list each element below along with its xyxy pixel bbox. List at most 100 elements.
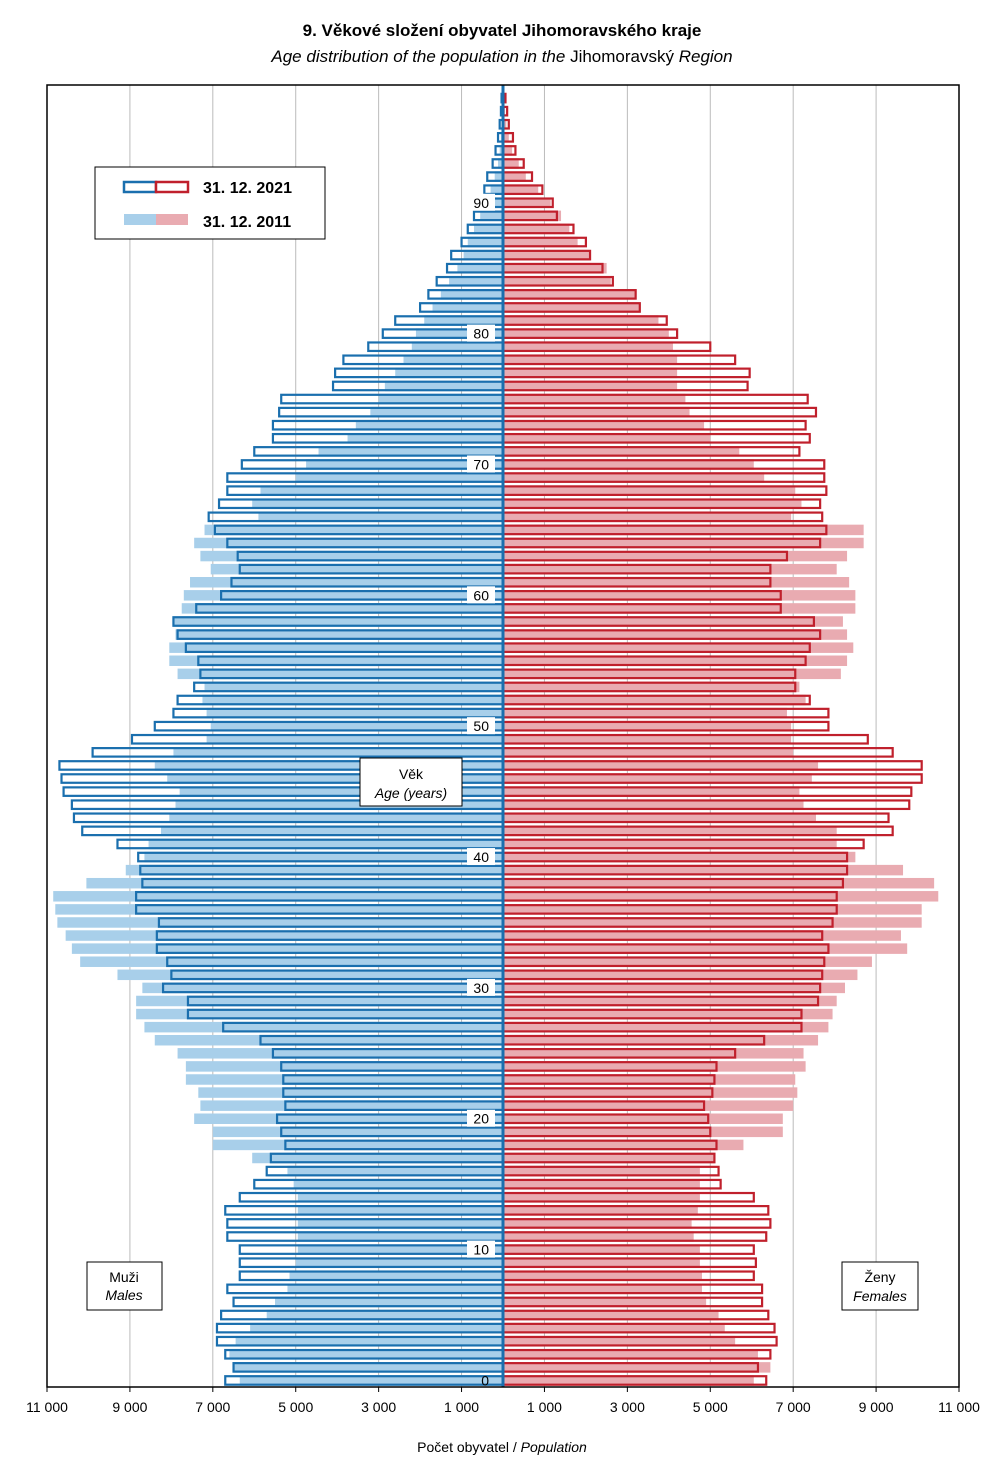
bar-female-2011 [503,1152,715,1164]
chart-subtitle: Age distribution of the population in th… [0,47,1004,67]
bar-female-2011 [503,171,526,182]
bar-male-2011 [494,171,503,182]
bar-female-2011 [503,1034,819,1046]
age-tick-bg [467,586,495,604]
bar-female-2011 [503,459,754,470]
bar-female-2011 [503,668,841,680]
bar-female-2011 [503,904,922,915]
age-label-frame [359,757,463,807]
legend-swatch-male-2011 [124,214,156,225]
bar-female-2011 [503,1074,796,1085]
x-tick-label: 3 000 [610,1399,645,1415]
bar-female-2011 [503,537,864,549]
bar-male-2011 [250,1322,503,1334]
bar-male-2011 [185,1061,503,1072]
x-axis-label-sep: / [509,1439,521,1455]
bar-male-2011 [370,406,503,418]
bar-male-2011 [175,799,503,810]
bar-male-2011 [194,1113,503,1124]
bar-male-2011 [499,145,503,156]
bar-male-2011 [239,1375,503,1386]
bar-female-2011 [503,956,872,967]
age-tick-bg [467,455,495,473]
bar-female-2011 [503,995,837,1007]
age-tick-label: 50 [473,718,489,734]
bar-female-2011 [503,747,794,758]
males-label-box: Muži Males [86,1261,163,1311]
bar-male-2011 [411,341,503,352]
bar-male-2011 [490,184,503,195]
bar-female-2011 [503,773,812,784]
bar-male-2011 [252,498,503,509]
bar-female-2011 [503,590,856,601]
bar-female-2011 [503,1362,771,1373]
age-tick-label: 30 [473,980,489,996]
bar-male-2011 [432,302,503,313]
bar-female-2011 [503,433,711,444]
bar-male-2011 [154,1034,504,1046]
bar-female-2011 [503,1205,698,1216]
bar-male-2011 [206,734,503,745]
age-tick-bg [467,978,495,996]
bar-female-2011 [503,1218,692,1229]
bar-male-2011 [117,969,504,981]
bar-male-2011 [287,1165,503,1177]
bar-female-2011 [503,786,800,797]
bar-female-2011 [503,1283,702,1295]
x-tick-label: 3 000 [361,1399,396,1415]
bar-female-2011 [503,720,792,732]
bar-male-2011 [65,930,504,941]
bar-female-2011 [503,877,935,889]
bar-female-2011 [503,864,904,876]
age-label-en: Age (years) [374,785,447,801]
bar-male-2011 [233,1362,503,1373]
bar-female-2011 [503,825,837,837]
bar-male-2011 [198,1087,504,1098]
bar-female-2011 [503,1335,736,1347]
bar-male-2011 [136,1008,504,1020]
bar-male-2011 [467,236,503,248]
bar-male-2011 [347,433,503,444]
bar-female-2011 [503,315,659,326]
bar-male-2011 [480,210,503,222]
x-tick-labels: 11 000 9 000 7 000 5 000 3 000 1 000 1 000 3 00… [26,1387,980,1415]
age-tick-label: 10 [473,1242,489,1258]
bar-female-2011 [503,406,690,418]
x-tick-label: 11 000 [26,1399,68,1415]
bar-female-2011 [503,1113,783,1124]
x-axis-label-cz: Počet obyvatel [417,1439,509,1455]
x-tick-label: 5 000 [693,1399,728,1415]
bar-female-2011 [503,1231,694,1242]
bar-female-2011 [503,524,864,536]
x-tick-label: 7 000 [195,1399,230,1415]
bar-male-2011 [449,276,503,287]
bar-male-2011 [212,1126,503,1138]
bar-male-2011 [55,904,504,915]
bar-female-2011 [503,145,513,156]
bar-female-2011 [503,577,850,588]
bar-male-2011 [498,158,503,169]
bar-female-2011 [503,681,800,693]
bar-female-2011 [503,223,570,235]
bar-female-2011 [503,1178,700,1190]
bar-female-2011 [503,380,678,392]
bar-male-2011 [173,747,503,758]
bar-female-2011 [503,550,848,562]
bar-male-2011 [297,1218,503,1229]
bar-female-2011 [503,511,792,523]
bar-female-2011 [503,1165,700,1177]
bar-female-2011 [503,1048,804,1059]
bar-male-2011 [175,629,503,640]
bar-female-2011 [503,1021,829,1033]
bar-male-2011 [173,616,503,627]
bar-female-2011 [503,210,562,222]
x-axis-label-en: Population [520,1439,587,1455]
bar-male-2011 [71,943,503,954]
bar-male-2011 [53,891,504,902]
bar-male-2011 [210,563,503,575]
bar-male-2011 [177,668,503,680]
chart-title: 9. Věkové složení obyvatel Jihomoravskéh… [302,21,702,40]
bar-female-2011 [503,485,796,496]
bar-male-2011 [463,249,503,261]
